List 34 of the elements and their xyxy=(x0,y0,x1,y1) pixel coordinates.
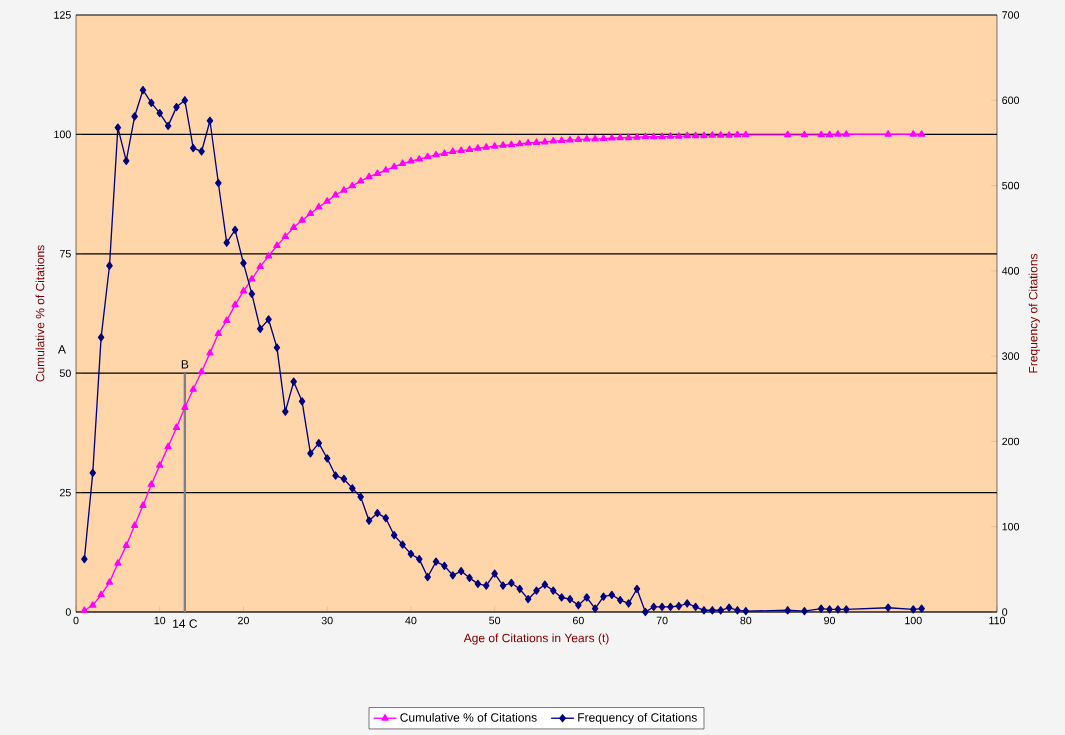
y2-tick-label: 200 xyxy=(1002,437,1020,446)
x-tick-label: 30 xyxy=(321,616,333,625)
x-tick-label: 10 xyxy=(154,616,166,625)
x-tick-label: 0 xyxy=(73,616,79,625)
y-tick-label: 25 xyxy=(59,488,71,497)
y2-tick-label: 300 xyxy=(1002,352,1020,360)
x-tick-label: 80 xyxy=(740,616,752,625)
y-tick-label: 50 xyxy=(59,369,71,377)
x-tick-label: 90 xyxy=(824,616,836,625)
annotation: B xyxy=(181,360,189,369)
legend-label: Frequency of Citations xyxy=(578,712,697,725)
y-tick-label: 75 xyxy=(59,250,71,258)
legend-label: Cumulative % of Citations xyxy=(400,712,537,722)
x-axis-title: Age of Citations in Years (t) xyxy=(463,633,609,645)
y-tick-label: 100 xyxy=(54,130,71,139)
x-tick-label: 60 xyxy=(572,616,584,625)
y-axis-title: Cumulative % of Citations xyxy=(35,245,45,382)
y2-tick-label: 400 xyxy=(1001,267,1020,275)
y2-axis-title: Frequency of Citations xyxy=(1028,253,1040,373)
x-tick-label: 40 xyxy=(405,616,417,625)
y2-tick-label: 600 xyxy=(1002,96,1020,105)
y2-tick-label: 0 xyxy=(1002,608,1008,616)
y2-tick-label: 500 xyxy=(1002,181,1020,190)
x-tick-label: 70 xyxy=(656,616,668,625)
y2-tick-label: 100 xyxy=(1002,522,1020,531)
text: A xyxy=(57,345,66,354)
y-tick-label: 0 xyxy=(65,608,71,616)
y-tick-label: 125 xyxy=(54,11,71,19)
x-tick-label: 100 xyxy=(905,616,922,625)
y2-tick-label: 700 xyxy=(1002,11,1020,19)
x-tick-label: 50 xyxy=(489,616,501,625)
x-tick-label: 20 xyxy=(238,616,249,625)
x-tick-label: 110 xyxy=(989,616,1006,625)
annotation: 14 C xyxy=(173,619,198,628)
